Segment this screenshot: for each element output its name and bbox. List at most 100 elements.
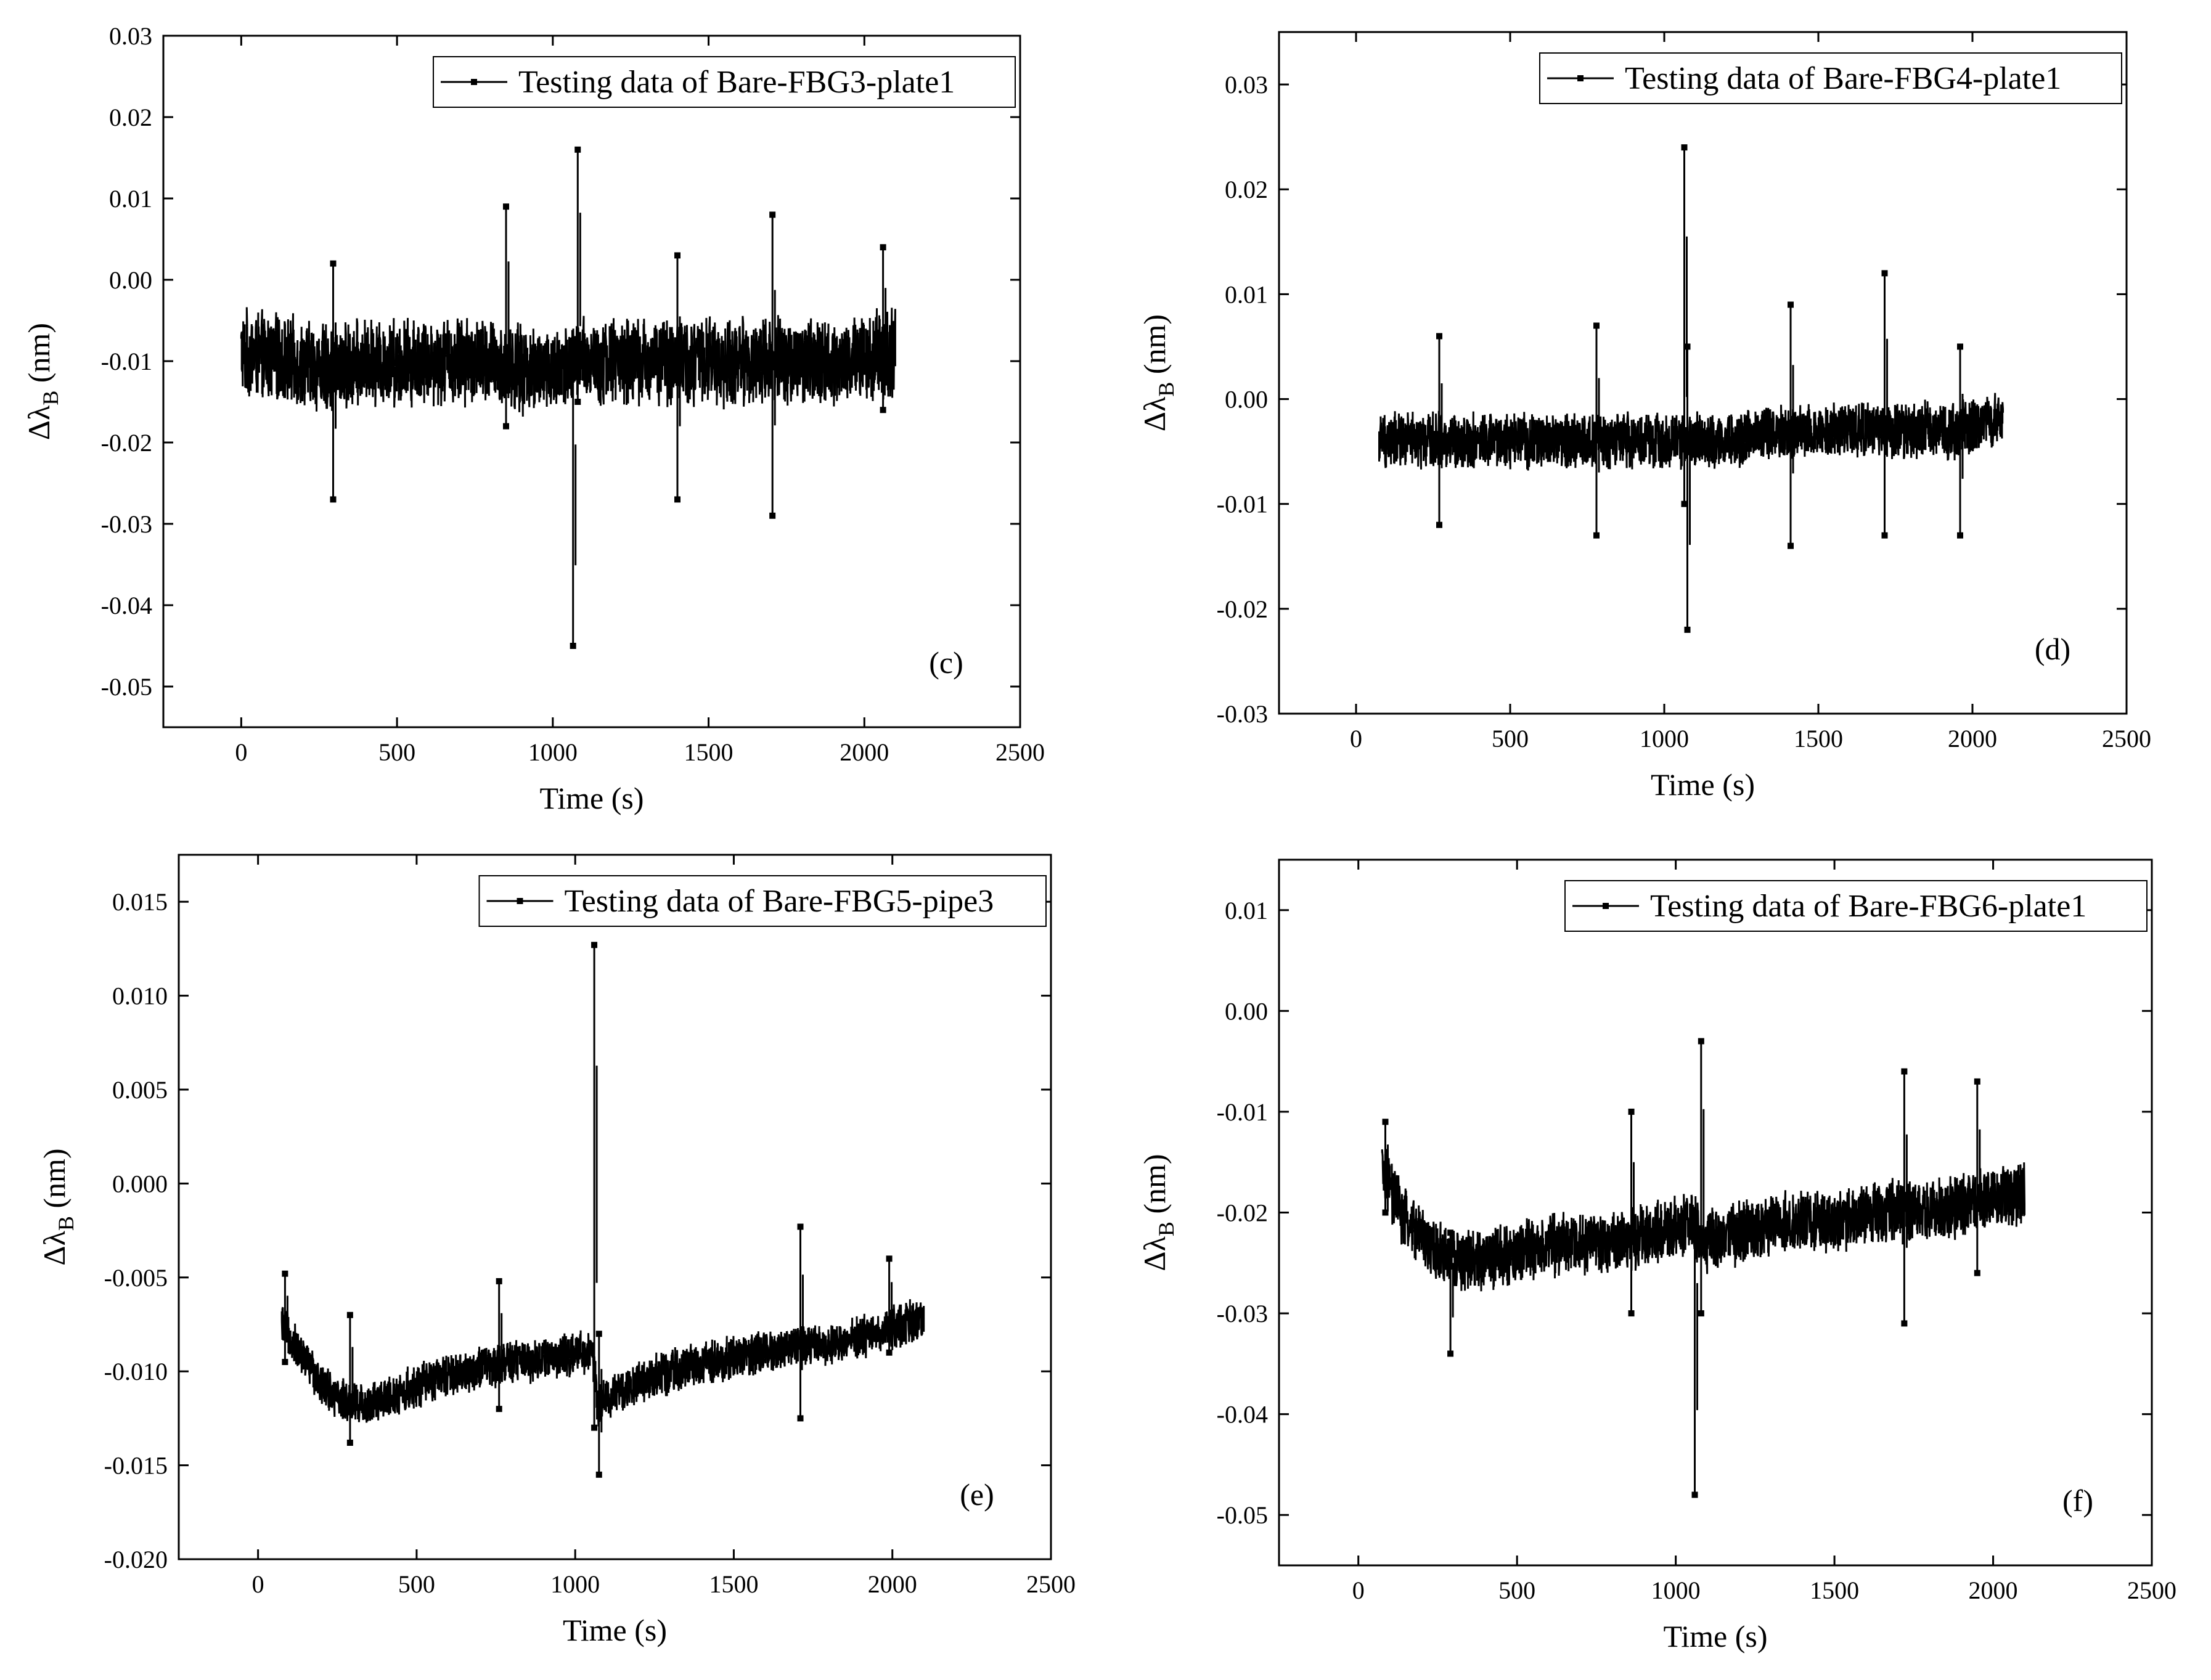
spike-marker	[503, 423, 509, 430]
x-tick-label: 2500	[2127, 1576, 2176, 1604]
spike-marker	[1628, 1310, 1635, 1317]
x-tick-label: 1000	[1640, 725, 1689, 752]
legend-box	[1539, 52, 2122, 104]
x-tick-label: 2500	[2102, 725, 2151, 752]
spike-marker	[1593, 532, 1600, 539]
x-axis-title: Time (s)	[1651, 767, 1755, 802]
spike-marker	[574, 399, 581, 405]
spike-marker	[1957, 343, 1963, 350]
x-tick-label: 2500	[995, 738, 1045, 766]
spike-marker	[880, 244, 886, 251]
x-tick-label: 500	[398, 1570, 435, 1598]
x-tick-label: 1500	[1794, 725, 1843, 752]
x-tick-label: 2500	[1026, 1570, 1076, 1598]
y-tick-label: 0.02	[109, 104, 152, 131]
x-axis-title: Time (s)	[563, 1613, 667, 1647]
y-tick-label: -0.03	[101, 510, 152, 538]
plot-frame	[1278, 31, 2128, 715]
y-tick-label: -0.02	[101, 429, 152, 457]
spike-marker	[1382, 1209, 1389, 1216]
spike-marker	[282, 1270, 288, 1277]
x-axis-title: Time (s)	[1663, 1619, 1767, 1653]
x-axis-title: Time (s)	[539, 781, 644, 815]
spike-marker	[591, 1424, 598, 1431]
y-tick-label: -0.05	[101, 673, 152, 701]
y-tick-label: -0.01	[1217, 491, 1268, 518]
spike-marker	[503, 203, 509, 210]
spike-marker	[346, 1440, 353, 1446]
chart-panel: 0 500 1000 1500 2000 2500 -0.05 -0.04 -0.03 -0.02…	[1137, 858, 2176, 1653]
spike-marker	[282, 1358, 288, 1365]
y-tick-label: -0.005	[104, 1264, 168, 1292]
chart-panel: 0 500 1000 1500 2000 2500 -0.03 -0.02 -0.01 0.00 0…	[1137, 31, 2151, 802]
spike-marker	[591, 942, 598, 948]
chart-panel: 0 500 1000 1500 2000 2500 -0.020 -0.015 -0.010 -0…	[37, 854, 1076, 1647]
spike-marker	[886, 1255, 893, 1262]
x-tick-label: 2000	[1948, 725, 1997, 752]
legend-label: Testing data of Bare-FBG6-plate1	[1650, 889, 2086, 924]
y-tick-label: -0.02	[1217, 1199, 1268, 1227]
spike-marker	[1881, 270, 1888, 277]
series-line	[1381, 1041, 2025, 1495]
spike-marker	[1684, 626, 1691, 633]
spike-marker	[674, 496, 680, 503]
spike-marker	[346, 1311, 353, 1318]
y-tick-label: 0.015	[112, 888, 168, 916]
x-tick-label: 1500	[709, 1570, 758, 1598]
y-axis-title: ΔλB (nm)	[37, 1148, 78, 1265]
spike-marker	[1691, 1491, 1698, 1498]
spike-marker	[595, 1471, 602, 1478]
spike-marker	[330, 496, 337, 503]
spike-marker	[1447, 1350, 1454, 1357]
x-tick-label: 500	[1498, 1576, 1535, 1604]
y-tick-label: 0.005	[112, 1076, 168, 1104]
spike-marker	[797, 1415, 804, 1422]
legend-label: Testing data of Bare-FBG4-plate1	[1625, 61, 2061, 96]
spike-marker	[1382, 1119, 1389, 1125]
spike-marker	[1447, 1229, 1454, 1236]
y-tick-label: 0.000	[112, 1170, 168, 1197]
legend-box	[1564, 880, 2148, 932]
spike-marker	[1436, 521, 1442, 528]
chart-panel: 0 500 1000 1500 2000 2500 -0.05 -0.04 -0.03 -0.02…	[22, 22, 1045, 815]
spike-marker	[570, 643, 576, 649]
spike-marker	[674, 252, 680, 259]
spike-marker	[1628, 1108, 1635, 1115]
y-tick-label: -0.01	[101, 348, 152, 375]
y-tick-label: -0.03	[1217, 700, 1268, 728]
series-line	[280, 945, 925, 1475]
x-tick-label: 500	[378, 738, 415, 766]
series-line	[240, 149, 896, 646]
spike-marker	[330, 260, 337, 267]
spike-marker	[1698, 1310, 1704, 1317]
spike-marker	[886, 1349, 893, 1356]
spike-marker	[595, 1331, 602, 1337]
y-tick-label: 0.00	[109, 266, 152, 294]
y-tick-label: 0.01	[1225, 897, 1268, 924]
x-tick-label: 1000	[550, 1570, 600, 1598]
legend-marker	[471, 79, 477, 85]
panel-label: (c)	[929, 645, 963, 680]
y-axis-title: ΔλB (nm)	[22, 323, 63, 440]
spike-marker	[1788, 301, 1794, 308]
y-tick-label: 0.010	[112, 982, 168, 1010]
spike-marker	[1974, 1078, 1980, 1085]
y-tick-label: -0.02	[1217, 595, 1268, 623]
x-tick-label: 1500	[1810, 1576, 1859, 1604]
x-tick-label: 500	[1492, 725, 1529, 752]
y-tick-label: -0.015	[104, 1452, 168, 1480]
spike-marker	[570, 374, 576, 381]
spike-marker	[574, 146, 581, 153]
panel-label: (f)	[2062, 1483, 2093, 1518]
spike-marker	[496, 1278, 502, 1284]
y-tick-label: -0.04	[101, 592, 152, 619]
legend-marker	[1577, 75, 1584, 81]
spike-marker	[1901, 1320, 1908, 1327]
spike-marker	[1698, 1038, 1704, 1045]
spike-marker	[1957, 532, 1963, 539]
legend-marker	[1603, 903, 1609, 909]
y-axis-title: ΔλB (nm)	[1137, 1154, 1179, 1271]
y-tick-label: 0.00	[1225, 997, 1268, 1025]
spike-marker	[496, 1406, 502, 1413]
spike-marker	[1881, 532, 1888, 539]
